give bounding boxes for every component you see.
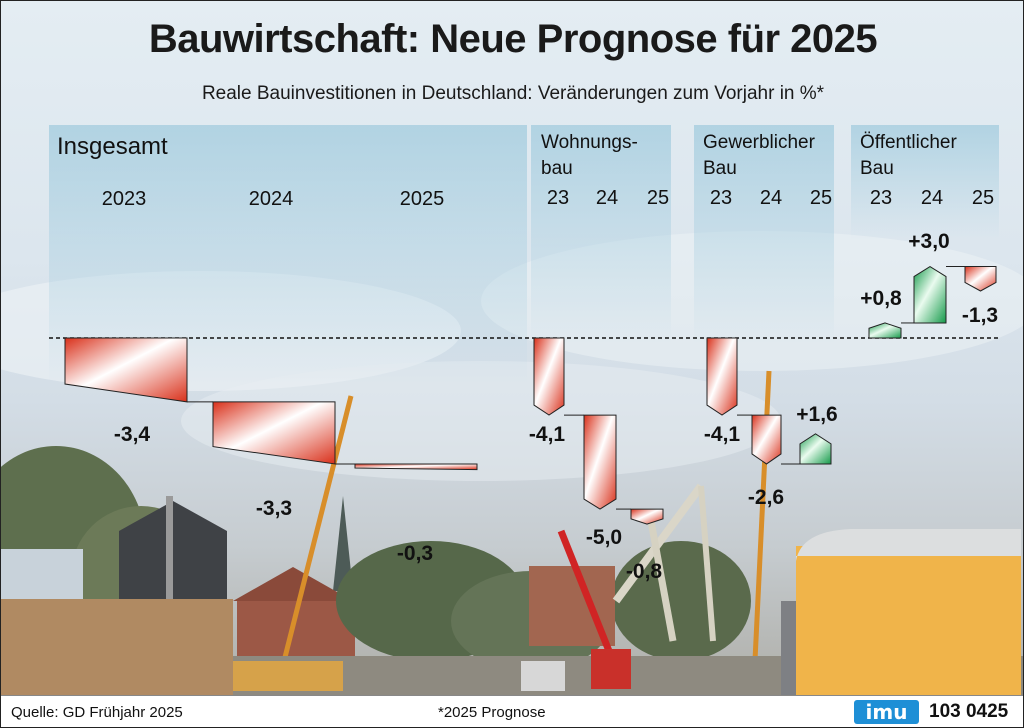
value-label: +3,0 <box>908 230 949 253</box>
category-label: 24 <box>760 187 782 209</box>
graphic-code: 103 0425 <box>929 701 1009 722</box>
panel-background-3 <box>694 125 834 345</box>
source-note: Quelle: GD Frühjahr 2025 <box>11 704 183 721</box>
category-label: 23 <box>710 187 732 209</box>
waterfall-bar <box>751 414 782 465</box>
value-label: -3,4 <box>114 423 151 446</box>
value-label: +1,6 <box>796 403 837 426</box>
category-label: 24 <box>596 187 618 209</box>
waterfall-bar <box>799 433 832 465</box>
category-label: 2025 <box>400 188 445 210</box>
panel-title: Insgesamt <box>57 133 168 160</box>
waterfall-chart: Insgesamt 2023 2024 2025 -3,4 -3,3 -0,3 Wohnung… <box>49 125 999 583</box>
panel-background-4 <box>851 125 999 240</box>
chart-title: Bauwirtschaft: Neue Prognose für 2025 <box>148 17 878 61</box>
category-label: 25 <box>810 187 832 209</box>
waterfall-bar <box>212 401 336 465</box>
waterfall-bar <box>533 337 565 416</box>
value-label: -5,0 <box>586 526 622 549</box>
logo-text: imu <box>866 700 908 724</box>
value-label: -0,3 <box>397 542 433 565</box>
panel-title-line: Bau <box>703 158 737 179</box>
category-label: 2024 <box>249 188 294 210</box>
panel-title-line: Gewerblicher <box>703 132 816 153</box>
value-label: -2,6 <box>748 486 784 509</box>
waterfall-bar <box>706 337 738 416</box>
imu-logo: imu <box>854 700 919 724</box>
waterfall-bar <box>630 508 664 525</box>
panel-title-line: bau <box>541 158 573 179</box>
category-label: 23 <box>870 187 892 209</box>
category-label: 24 <box>921 187 943 209</box>
waterfall-bar <box>964 266 997 292</box>
panel-title-line: Öffentlicher <box>860 132 957 153</box>
value-label: -4,1 <box>529 423 566 446</box>
category-label: 2023 <box>102 188 147 210</box>
chart-subtitle: Reale Bauinvestitionen in Deutschland: V… <box>201 83 825 104</box>
value-label: -4,1 <box>704 423 741 446</box>
value-label: +0,8 <box>860 287 902 310</box>
waterfall-bar <box>354 463 478 471</box>
waterfall-bar <box>583 414 617 510</box>
waterfall-bar <box>64 337 188 403</box>
category-label: 23 <box>547 187 569 209</box>
panel-background-2 <box>531 125 671 345</box>
waterfall-bar <box>913 265 947 324</box>
category-label: 25 <box>647 187 669 209</box>
footer: Quelle: GD Frühjahr 2025 *2025 Prognose … <box>1 695 1023 727</box>
panel-title-line: Wohnungs- <box>541 132 638 153</box>
forecast-note: *2025 Prognose <box>438 704 546 721</box>
value-label: -3,3 <box>256 497 292 520</box>
category-label: 25 <box>972 187 994 209</box>
panel-title-line: Bau <box>860 158 894 179</box>
value-label: -0,8 <box>626 560 663 583</box>
value-label: -1,3 <box>962 304 998 327</box>
waterfall-bar <box>868 322 902 339</box>
